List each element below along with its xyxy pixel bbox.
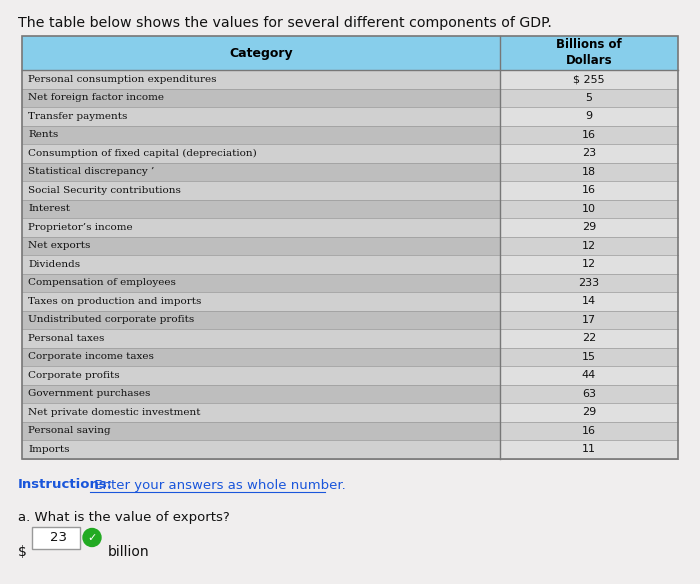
Text: 23: 23 — [582, 148, 596, 158]
Text: Dividends: Dividends — [28, 260, 80, 269]
Text: 16: 16 — [582, 426, 596, 436]
Bar — [500, 273, 678, 292]
Text: a. What is the value of exports?: a. What is the value of exports? — [18, 510, 230, 523]
Text: Category: Category — [229, 47, 293, 60]
Text: Undistributed corporate profits: Undistributed corporate profits — [28, 315, 195, 324]
Bar — [22, 440, 500, 458]
Bar — [22, 273, 500, 292]
Bar — [500, 107, 678, 126]
Text: Instructions:: Instructions: — [18, 478, 113, 492]
Text: Personal taxes: Personal taxes — [28, 333, 104, 343]
Text: 63: 63 — [582, 389, 596, 399]
Text: 18: 18 — [582, 167, 596, 177]
Bar — [22, 89, 500, 107]
Text: 23: 23 — [50, 531, 67, 544]
Bar — [500, 311, 678, 329]
Text: 14: 14 — [582, 296, 596, 306]
Bar — [22, 181, 500, 200]
Text: Proprietor’s income: Proprietor’s income — [28, 223, 132, 232]
Text: Rents: Rents — [28, 130, 58, 139]
Bar — [22, 107, 500, 126]
Text: 17: 17 — [582, 315, 596, 325]
Bar — [22, 36, 678, 458]
Bar — [500, 292, 678, 311]
Bar — [500, 70, 678, 89]
Text: Compensation of employees: Compensation of employees — [28, 278, 176, 287]
Text: 9: 9 — [585, 111, 593, 121]
Bar — [500, 366, 678, 384]
Bar — [500, 162, 678, 181]
Text: 44: 44 — [582, 370, 596, 380]
Bar — [500, 384, 678, 403]
Text: 233: 233 — [578, 278, 600, 288]
Text: Corporate income taxes: Corporate income taxes — [28, 352, 154, 361]
Bar — [32, 527, 80, 548]
Text: Interest: Interest — [28, 204, 70, 213]
Bar — [22, 422, 500, 440]
Text: Billions of
Dollars: Billions of Dollars — [556, 39, 622, 68]
Bar — [22, 311, 500, 329]
Bar — [500, 255, 678, 273]
Bar — [22, 36, 678, 70]
Text: Transfer payments: Transfer payments — [28, 112, 127, 121]
Text: 12: 12 — [582, 259, 596, 269]
Bar — [22, 218, 500, 237]
Bar — [22, 292, 500, 311]
Text: 22: 22 — [582, 333, 596, 343]
Bar — [22, 70, 500, 89]
Bar — [500, 347, 678, 366]
Bar — [22, 403, 500, 422]
Text: 12: 12 — [582, 241, 596, 251]
Bar — [22, 237, 500, 255]
Bar — [500, 200, 678, 218]
Text: Corporate profits: Corporate profits — [28, 371, 120, 380]
Text: Net foreign factor income: Net foreign factor income — [28, 93, 164, 102]
Bar — [500, 181, 678, 200]
Text: Enter your answers as whole number.: Enter your answers as whole number. — [90, 478, 346, 492]
Text: Personal consumption expenditures: Personal consumption expenditures — [28, 75, 216, 84]
Bar — [500, 422, 678, 440]
Text: 10: 10 — [582, 204, 596, 214]
Bar — [22, 126, 500, 144]
Text: 16: 16 — [582, 130, 596, 140]
Text: The table below shows the values for several different components of GDP.: The table below shows the values for sev… — [18, 16, 552, 30]
Text: $: $ — [18, 544, 27, 558]
Bar — [22, 347, 500, 366]
Text: 5: 5 — [585, 93, 592, 103]
Bar — [22, 162, 500, 181]
Text: $ 255: $ 255 — [573, 74, 605, 84]
Text: Taxes on production and imports: Taxes on production and imports — [28, 297, 202, 306]
Text: Social Security contributions: Social Security contributions — [28, 186, 181, 194]
Bar — [22, 384, 500, 403]
Bar — [22, 255, 500, 273]
Text: 15: 15 — [582, 352, 596, 361]
Bar — [500, 440, 678, 458]
Text: 16: 16 — [582, 185, 596, 195]
Text: Government purchases: Government purchases — [28, 390, 150, 398]
Circle shape — [83, 529, 101, 547]
Text: Imports: Imports — [28, 445, 69, 454]
Bar — [500, 144, 678, 162]
Bar — [22, 329, 500, 347]
Bar — [500, 126, 678, 144]
Text: Net exports: Net exports — [28, 241, 90, 251]
Text: Statistical discrepancy ’: Statistical discrepancy ’ — [28, 167, 155, 176]
Text: Personal saving: Personal saving — [28, 426, 111, 435]
Text: ✓: ✓ — [88, 533, 97, 543]
Bar — [500, 237, 678, 255]
Bar — [22, 366, 500, 384]
Text: 29: 29 — [582, 223, 596, 232]
Text: Consumption of fixed capital (depreciation): Consumption of fixed capital (depreciati… — [28, 149, 257, 158]
Bar — [500, 403, 678, 422]
Text: billion: billion — [108, 544, 150, 558]
Bar — [22, 200, 500, 218]
Text: 29: 29 — [582, 407, 596, 417]
Bar — [500, 329, 678, 347]
Bar — [500, 89, 678, 107]
Bar — [500, 218, 678, 237]
Text: Net private domestic investment: Net private domestic investment — [28, 408, 200, 417]
Text: 11: 11 — [582, 444, 596, 454]
Bar — [22, 144, 500, 162]
